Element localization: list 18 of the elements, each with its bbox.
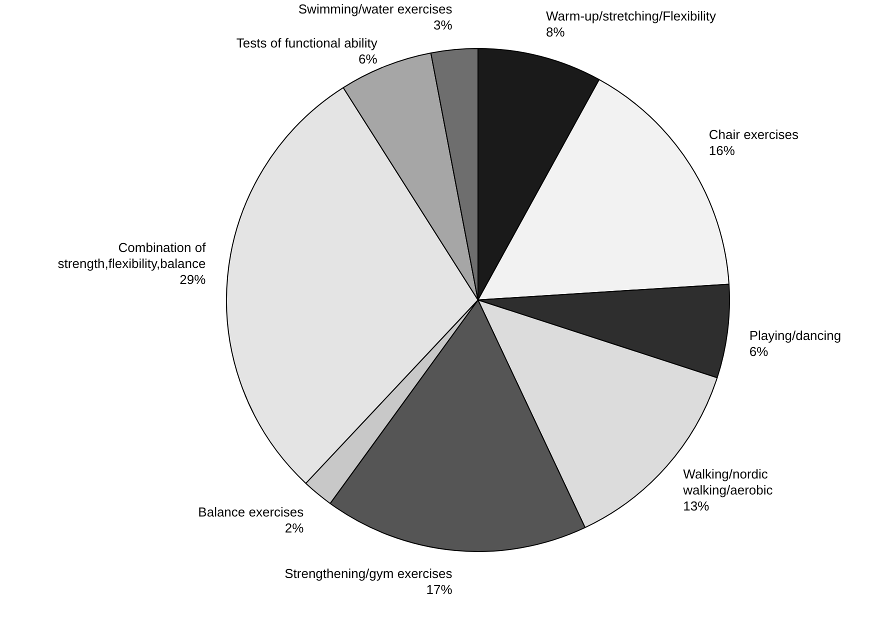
data-label: 2%: [284, 520, 304, 536]
data-label: 13%: [683, 498, 710, 514]
data-label: 8%: [546, 24, 566, 40]
data-label: 29%: [180, 272, 206, 287]
data-label: 6%: [749, 344, 769, 359]
slice-label: Chair exercises: [708, 127, 800, 142]
data-label: 6%: [358, 51, 378, 66]
slice-label: Strengthening/gym exercises: [284, 566, 453, 581]
data-label: 3%: [433, 17, 453, 32]
slice-label: Swimming/water exercises: [298, 1, 453, 16]
slice-label: Playing/dancing: [749, 328, 842, 343]
slice-label: Combination of strength,flexibility,balance: [58, 240, 206, 271]
slice-label: Warm-up/stretching/Flexibility: [546, 8, 717, 24]
data-label: 16%: [708, 143, 736, 158]
slice-label: Tests of functional ability: [236, 35, 378, 50]
slice-label: Balance exercises: [198, 504, 304, 520]
data-label: 17%: [426, 582, 453, 597]
slice-label: Walking/nordic walking/aerobic: [682, 466, 774, 498]
